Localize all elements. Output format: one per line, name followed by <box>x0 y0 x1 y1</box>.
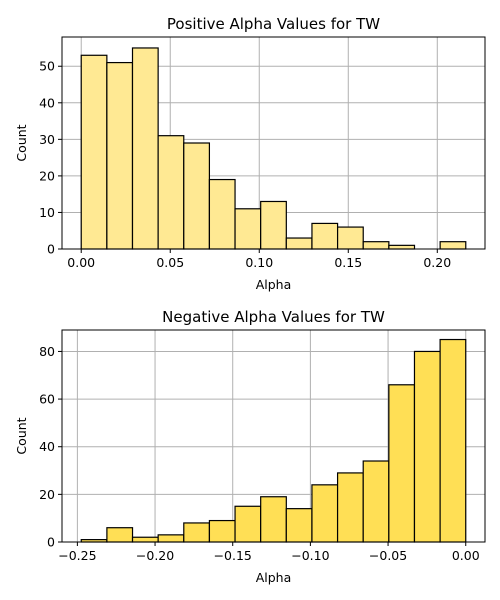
x-tick-label: 0.10 <box>245 255 273 270</box>
histogram-bar <box>388 384 416 543</box>
histogram-bar <box>131 536 159 543</box>
y-tick-label: 20 <box>39 487 55 502</box>
x-tick-label: 0.00 <box>67 255 95 270</box>
negative-alpha-histogram: Negative Alpha Values for TW Alpha Count… <box>14 308 486 585</box>
histogram-bar <box>208 519 236 543</box>
y-axis-label: Count <box>14 124 29 161</box>
x-axis-label: Alpha <box>256 277 292 292</box>
histogram-bar <box>413 350 441 543</box>
y-tick-label: 10 <box>39 205 55 220</box>
x-tick-label: −0.15 <box>214 548 252 563</box>
x-tick-label: 0.15 <box>334 255 362 270</box>
histogram-bar <box>388 244 416 250</box>
histogram-bar <box>234 208 262 250</box>
y-tick-label: 40 <box>39 439 55 454</box>
histogram-bar <box>439 338 467 543</box>
histogram-bar <box>285 237 313 250</box>
y-tick-label: 20 <box>39 168 55 183</box>
histogram-bar <box>157 534 185 543</box>
histogram-bar <box>131 47 159 250</box>
histogram-bar <box>336 472 364 543</box>
plot-frame <box>61 329 486 543</box>
histogram-bar <box>106 527 134 543</box>
ticks: 0.00 0.05 0.10 0.15 0.20 0 10 20 30 40 50 <box>39 59 451 270</box>
histogram-bar <box>106 61 134 250</box>
x-axis-label: Alpha <box>256 570 292 585</box>
y-tick-label: 60 <box>39 392 55 407</box>
histogram-bar <box>362 241 390 250</box>
positive-alpha-histogram: Positive Alpha Values for TW Alpha Count… <box>14 15 486 292</box>
histogram-bar <box>311 484 339 543</box>
histogram-bar <box>285 508 313 543</box>
x-tick-label: −0.10 <box>291 548 329 563</box>
histogram-bar <box>183 142 211 250</box>
histogram-bar <box>439 241 467 250</box>
y-tick-label: 0 <box>47 535 55 550</box>
chart-title: Negative Alpha Values for TW <box>162 308 385 326</box>
y-tick-label: 40 <box>39 95 55 110</box>
x-tick-label: −0.20 <box>136 548 174 563</box>
y-tick-label: 80 <box>39 344 55 359</box>
histogram-bar <box>80 54 108 250</box>
y-tick-label: 50 <box>39 59 55 74</box>
y-tick-label: 30 <box>39 132 55 147</box>
plot-frame <box>61 36 486 250</box>
histogram-bar <box>336 226 364 250</box>
histogram-bar <box>208 178 236 250</box>
x-tick-label: −0.25 <box>58 548 96 563</box>
histogram-bar <box>260 200 287 250</box>
histogram-bar <box>183 522 211 543</box>
histogram-bar <box>234 505 262 543</box>
histogram-bar <box>311 222 339 250</box>
bars <box>80 338 467 543</box>
chart-title: Positive Alpha Values for TW <box>167 15 380 33</box>
histogram-bar <box>362 460 390 543</box>
ticks: −0.25 −0.20 −0.15 −0.10 −0.05 0.00 0 20 40 60 80 <box>39 344 480 563</box>
x-tick-label: 0.20 <box>423 255 451 270</box>
x-tick-label: 0.05 <box>156 255 184 270</box>
x-tick-label: 0.00 <box>452 548 480 563</box>
x-tick-label: −0.05 <box>369 548 407 563</box>
histogram-bar <box>157 135 185 250</box>
histogram-bar <box>260 496 287 543</box>
y-axis-label: Count <box>14 417 29 454</box>
bars <box>80 47 467 250</box>
y-tick-label: 0 <box>47 242 55 257</box>
